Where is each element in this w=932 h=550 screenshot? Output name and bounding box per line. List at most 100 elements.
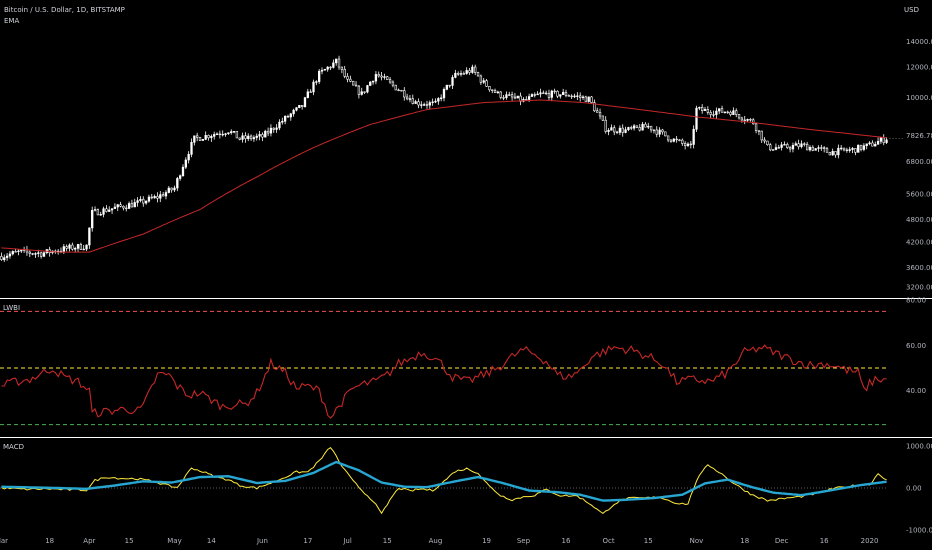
candle-body (828, 152, 831, 156)
lwbi-pane-title[interactable]: LWBI (3, 304, 21, 312)
price-pane[interactable]: 14000.00 12000.00 10000.00 6800.00 5600.00 48… (0, 38, 932, 299)
candle-body (349, 78, 352, 82)
last-price-label: 7826.78 (906, 132, 932, 140)
candle-body (502, 97, 505, 99)
candle-body (459, 73, 463, 75)
candle-body (37, 252, 40, 254)
candle-body (766, 140, 769, 145)
time-axis-tick: 17 (303, 537, 312, 545)
lwbi-axis-tick: 80.00 (906, 297, 926, 305)
price-axis-tick: 12000.00 (906, 64, 932, 72)
candle-body (593, 102, 596, 112)
candle-body (176, 178, 179, 189)
candle-body (664, 131, 667, 137)
candle-body (610, 127, 613, 131)
candle-body (845, 149, 849, 152)
candle-body (85, 244, 88, 250)
candle-body (840, 147, 843, 150)
candle-body (732, 110, 735, 115)
candle-body (848, 149, 851, 151)
candle-body (264, 130, 267, 138)
candle-body (238, 137, 241, 140)
candle-body (686, 143, 690, 146)
candle-body (261, 134, 264, 138)
candle-body (122, 205, 125, 209)
candle-body (332, 62, 335, 68)
candle-body (754, 123, 758, 131)
candle-body (440, 97, 443, 99)
candle-body (596, 110, 599, 113)
candle-body (31, 253, 34, 255)
candle-body (193, 135, 196, 143)
candle-body (130, 203, 134, 208)
lwbi-pane[interactable]: 80.00 60.00 40.00 (0, 297, 932, 438)
candle-body (99, 214, 102, 216)
ema-indicator-label[interactable]: EMA (4, 17, 20, 25)
candle-body (669, 139, 673, 142)
time-axis-tick: 15 (383, 537, 392, 545)
candle-body (377, 74, 380, 77)
candle-body (266, 130, 270, 134)
candle-body (749, 119, 752, 121)
candle-body (352, 81, 355, 86)
candle-body (17, 250, 20, 252)
candle-body (105, 208, 108, 212)
candle-body (842, 147, 846, 151)
candle-body (471, 66, 474, 73)
candle-body (42, 252, 46, 257)
macd-pane[interactable]: 1000.00 0.00 -1000.00 (0, 443, 932, 535)
candle-body (147, 196, 151, 202)
lwbi-axis-tick: 60.00 (906, 342, 926, 350)
time-axis[interactable]: Mar 18 Apr 15 May 14 Jun 17 Jul 15 Aug 19 Sep 16 Oct 15… (0, 537, 878, 545)
candle-body (695, 107, 698, 130)
candle-body (215, 133, 219, 136)
candle-body (482, 80, 485, 83)
candle-body (715, 110, 718, 115)
candle-body (681, 139, 684, 144)
candle-body (136, 200, 139, 203)
candle-body (139, 198, 142, 201)
candle-body (882, 137, 885, 143)
lwbi-line (1, 344, 887, 419)
candle-body (825, 148, 829, 153)
candle-body (752, 119, 755, 125)
candle-body (213, 134, 216, 137)
time-axis-tick: Mar (0, 537, 8, 545)
candle-body (292, 109, 295, 115)
symbol-title[interactable]: Bitcoin / U.S. Dollar, 1D, BITSTAMP (4, 6, 125, 14)
candle-body (93, 209, 97, 211)
candle-body (655, 129, 658, 135)
candle-body (374, 74, 378, 82)
time-axis-tick: Oct (602, 537, 614, 545)
candle-body (723, 111, 727, 114)
macd-pane-title[interactable]: MACD (3, 443, 24, 451)
candle-body (567, 95, 570, 97)
candle-body (343, 69, 346, 77)
time-axis-tick: 18 (740, 537, 749, 545)
time-axis-tick: 18 (45, 537, 54, 545)
candle-body (0, 256, 3, 261)
candle-body (457, 72, 460, 75)
candle-body (366, 85, 369, 93)
candle-body (479, 75, 483, 83)
candle-body (283, 115, 287, 122)
time-axis-tick: Sep (517, 537, 531, 545)
candle-body (340, 66, 344, 70)
candle-body (289, 113, 292, 118)
candle-body (11, 251, 14, 255)
candle-body (505, 94, 508, 98)
candle-body (422, 104, 426, 106)
macd-line (1, 447, 887, 515)
candle-body (420, 104, 423, 106)
candle-body (544, 92, 548, 95)
candle-body (803, 143, 806, 145)
candle-body (161, 194, 165, 197)
candle-body (644, 123, 647, 128)
candle-body (652, 129, 656, 132)
currency-label: USD (904, 6, 919, 14)
candle-body (425, 104, 429, 106)
price-axis-tick: 4200.00 (906, 238, 932, 246)
candle-body (791, 145, 795, 150)
candle-body (306, 91, 309, 98)
